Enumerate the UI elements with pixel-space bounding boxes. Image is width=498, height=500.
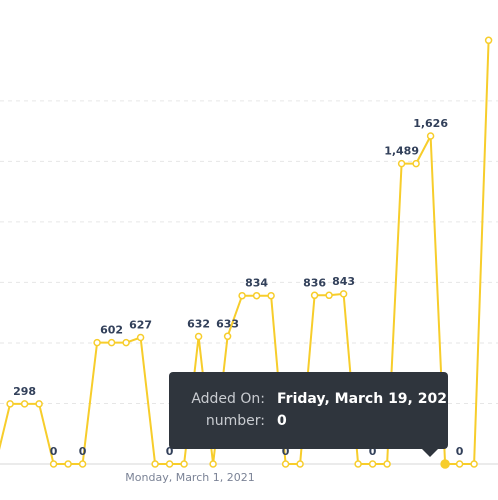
data-point[interactable] [151,460,159,468]
data-point[interactable] [455,460,464,468]
tooltip-added-on-value: Friday, March 19, 2021 [277,391,457,407]
data-labels: 298 0 0 602 627 0 632 633 834 0 836 843 0 1,489 1,626 0 [13,117,464,458]
data-point[interactable] [165,460,174,468]
data-point[interactable] [339,290,348,298]
data-point[interactable] [35,400,43,408]
data-point[interactable] [122,338,130,347]
data-point[interactable] [6,400,14,408]
data-label: 843 [332,275,355,288]
data-label: 1,626 [413,117,448,130]
data-point[interactable] [93,338,101,347]
data-point[interactable] [238,291,246,300]
data-label: 836 [303,276,326,289]
data-label: 0 [50,445,58,458]
tooltip-row-added-on: Added On: Friday, March 19, 2021 [169,391,456,411]
tooltip-added-on-label: Added On: [191,391,265,407]
data-label: 0 [282,445,290,458]
data-label: 0 [79,445,87,458]
x-tick-label: Monday, March 1, 2021 [125,471,254,484]
data-point[interactable] [470,460,478,468]
data-label: 0 [369,445,377,458]
data-points[interactable] [0,36,493,469]
data-label: 1,489 [384,145,419,158]
data-point[interactable] [180,460,188,468]
data-label: 602 [100,324,123,337]
tooltip-number-value: 0 [277,413,287,429]
data-point[interactable] [368,460,377,468]
tooltip-row-number: number: 0 [169,413,448,433]
data-label: 0 [456,445,464,458]
data-point[interactable] [107,338,116,347]
data-point[interactable] [194,332,203,341]
data-point[interactable] [412,159,420,168]
data-label: 298 [13,385,36,398]
data-point[interactable] [78,460,87,468]
data-point[interactable] [354,460,362,468]
data-point[interactable] [281,460,290,468]
data-point[interactable] [296,460,304,468]
gridlines [0,100,498,404]
data-point[interactable] [267,291,275,300]
data-point[interactable] [426,132,435,140]
data-point[interactable] [136,333,145,342]
data-label: 632 [187,318,210,331]
tooltip-number-label: number: [205,413,265,429]
data-point[interactable] [397,159,406,168]
data-point[interactable] [49,460,58,468]
data-label: 0 [166,445,174,458]
data-point[interactable] [20,400,29,408]
data-label: 834 [245,277,268,290]
data-point[interactable] [310,291,319,300]
data-point[interactable] [64,460,72,468]
data-point[interactable] [252,291,261,300]
data-point[interactable] [484,36,493,45]
data-label: 633 [216,317,239,330]
data-point[interactable] [209,460,217,468]
data-point[interactable] [223,332,232,341]
tooltip: Added On: Friday, March 19, 2021 number:… [169,372,457,457]
data-point[interactable] [325,291,333,300]
data-point[interactable] [383,460,391,468]
data-label: 627 [129,319,152,332]
data-point[interactable] [440,459,450,469]
